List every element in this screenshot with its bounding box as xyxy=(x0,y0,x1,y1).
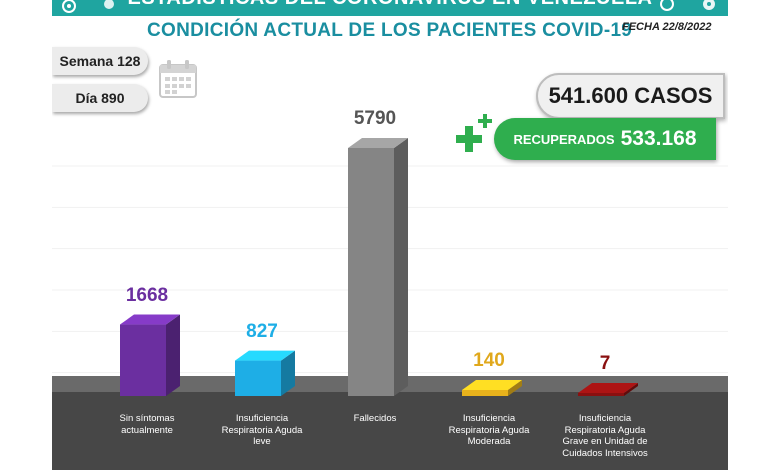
category-label: Sin síntomas actualmente xyxy=(119,413,175,436)
bar xyxy=(235,360,281,396)
virus-icon xyxy=(703,0,715,10)
bar-top xyxy=(462,380,522,391)
bar-value-label: 140 xyxy=(473,350,505,371)
bar xyxy=(348,148,394,396)
bar-value-label: 5790 xyxy=(353,108,397,129)
plus-icon xyxy=(456,114,492,152)
recovered-value: 533.168 xyxy=(620,127,697,150)
page-subtitle: CONDICIÓN ACTUAL DE LOS PACIENTES COVID-… xyxy=(147,20,633,41)
recovered-label: RECUPERADOS xyxy=(513,131,615,147)
bar-side xyxy=(281,350,295,396)
virus-icon xyxy=(104,0,114,9)
category-label: Insuficiencia Respiratoria Aguda Grave e… xyxy=(562,413,648,459)
category-label: Fallecidos xyxy=(353,413,397,424)
total-cases-value: 541.600 CASOS xyxy=(548,83,713,108)
category-label: Insuficiencia Respiratoria Aguda leve xyxy=(221,413,303,447)
bar-top xyxy=(348,138,408,148)
bar-top xyxy=(120,314,180,325)
bar-chart xyxy=(52,138,728,470)
day-counter: Día 890 xyxy=(52,84,148,112)
calendar-icon xyxy=(159,60,197,98)
bar-side xyxy=(394,138,408,396)
bar xyxy=(120,324,166,396)
bar xyxy=(578,393,624,396)
report-date: FECHA 22/8/2022 xyxy=(622,21,712,33)
bar-side xyxy=(624,383,638,396)
category-label: Insuficiencia Respiratoria Aguda Moderad… xyxy=(448,413,530,447)
total-cases-badge: 541.600 CASOS xyxy=(536,73,725,119)
bar-side xyxy=(508,380,522,396)
bar-value-label: 1668 xyxy=(125,284,169,306)
recovered-badge: RECUPERADOS 533.168 xyxy=(494,118,716,160)
virus-icon xyxy=(660,0,674,11)
header-title: ESTADÍSTICAS DEL CORONAVIRUS EN VENEZUEL… xyxy=(52,0,728,10)
infographic-panel: ESTADÍSTICAS DEL CORONAVIRUS EN VENEZUEL… xyxy=(52,0,728,470)
header-bar: ESTADÍSTICAS DEL CORONAVIRUS EN VENEZUEL… xyxy=(52,0,728,16)
chart-floor-base xyxy=(52,392,728,470)
day-counter-label: Día 890 xyxy=(75,90,125,106)
virus-icon xyxy=(62,0,76,13)
bar xyxy=(462,390,508,396)
bar-value-label: 7 xyxy=(599,353,611,374)
week-counter-label: Semana 128 xyxy=(59,53,141,69)
bar-top xyxy=(235,350,295,361)
week-counter: Semana 128 xyxy=(52,47,148,75)
bar-side xyxy=(166,314,180,396)
bar-top xyxy=(578,383,638,393)
bar-value-label: 827 xyxy=(246,320,278,342)
